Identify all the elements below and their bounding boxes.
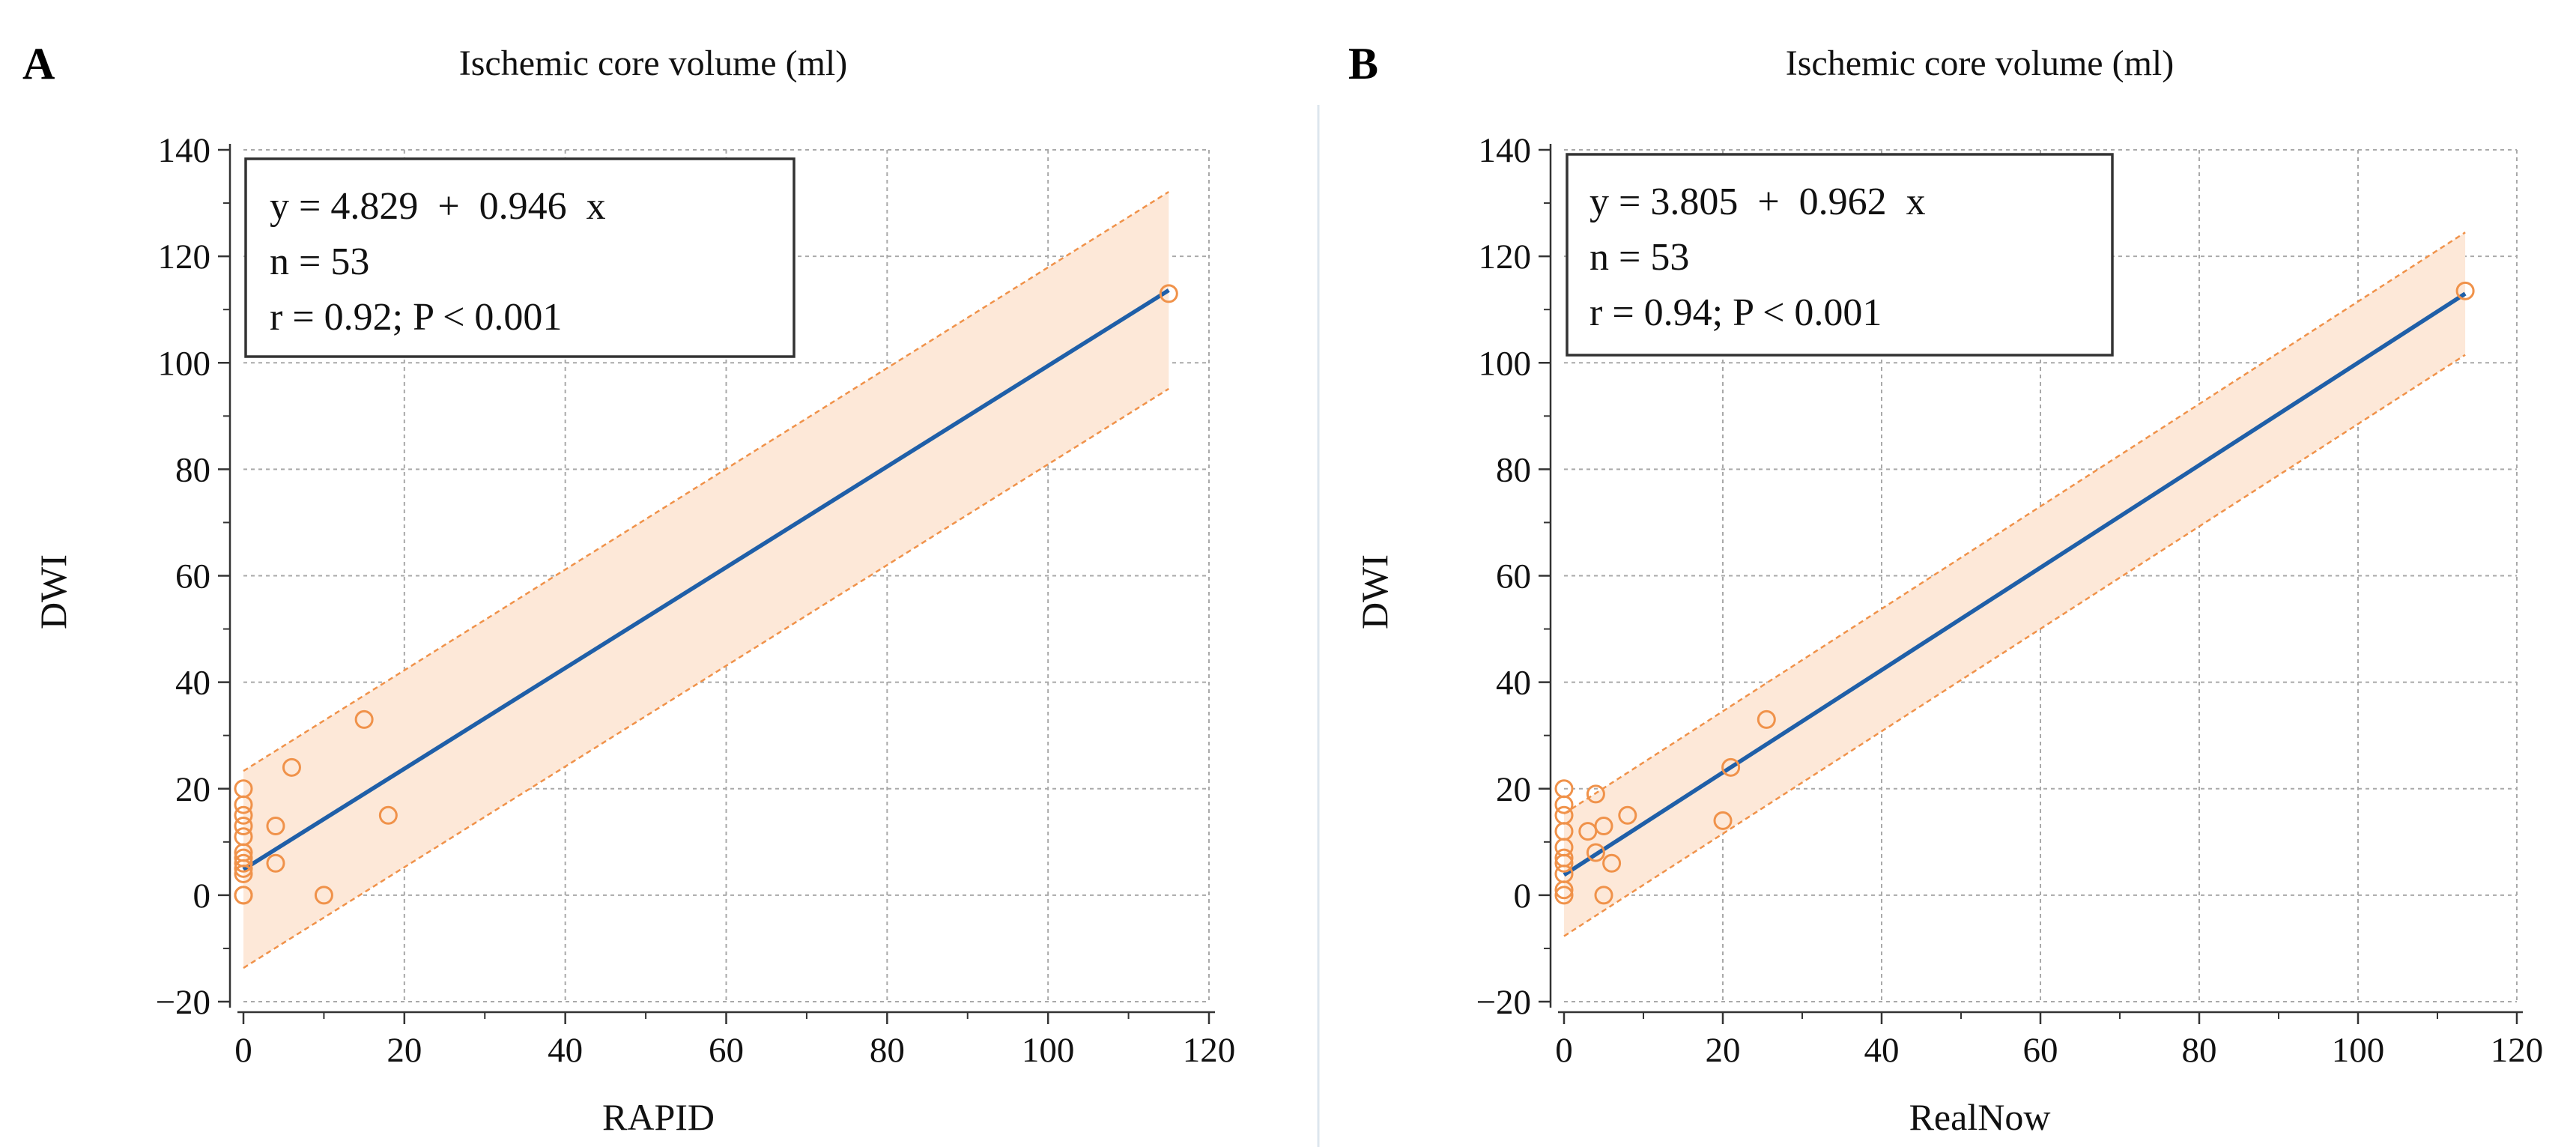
x-tick-label: 60 (2023, 1031, 2058, 1070)
stats-box-frame (1566, 153, 2114, 357)
y-tick-label: 140 (158, 131, 211, 170)
panel-label: A (22, 39, 55, 88)
stats-box: y = 4.829 + 0.946 x n = 53 r = 0.92; P <… (244, 157, 795, 358)
stats-r-p: r = 0.92; P < 0.001 (270, 296, 562, 339)
x-tick-label: 60 (709, 1031, 744, 1070)
data-point (1554, 886, 1574, 905)
panel-label: B (1348, 39, 1378, 88)
panel-b: B Ischemic core volume (ml) −20 0 20 40 60 80… (1348, 39, 2543, 1138)
y-tick-label: −20 (155, 983, 210, 1022)
data-point (1554, 848, 1574, 868)
regression-line (1563, 291, 2467, 877)
data-point (1721, 757, 1741, 777)
data-point (1586, 784, 1605, 804)
data-point (1159, 284, 1178, 303)
data-point (378, 805, 398, 825)
y-tick-label: 120 (158, 237, 211, 276)
y-tick-label: 80 (175, 450, 210, 489)
x-tick-label: 80 (870, 1031, 905, 1070)
x-tick-label: 100 (2332, 1031, 2385, 1070)
data-point (1594, 816, 1613, 835)
stats-equation: y = 3.805 + 0.962 x (1589, 181, 1926, 223)
stats-equation: y = 4.829 + 0.946 x (270, 185, 606, 228)
x-tick-label: 120 (2491, 1031, 2544, 1070)
y-tick-label: 80 (1496, 450, 1531, 489)
regression-line-path (1563, 291, 2467, 877)
data-points (234, 284, 1178, 905)
data-point (1554, 795, 1574, 814)
y-axis-label: DWI (1354, 554, 1395, 629)
y-tick-label: 0 (193, 877, 211, 916)
data-point (1586, 843, 1605, 862)
stats-r-p: r = 0.94; P < 0.001 (1589, 291, 1882, 334)
data-point (266, 816, 285, 835)
y-tick-label: 120 (1479, 237, 1532, 276)
data-point (1757, 709, 1776, 729)
data-point (234, 848, 253, 868)
data-point (266, 853, 285, 873)
y-tick-label: 60 (175, 557, 210, 596)
data-point (1602, 853, 1622, 873)
chart-title: Ischemic core volume (ml) (459, 43, 847, 83)
data-point (1554, 805, 1574, 825)
y-tick-label: 40 (1496, 664, 1531, 703)
data-point (234, 827, 253, 847)
tick-labels: −20 0 20 40 60 80 100 120 140 0 20 40 60 80 100 120 (1476, 131, 2543, 1070)
data-point (1594, 886, 1613, 905)
confidence-band-lower (1563, 354, 2466, 937)
data-point (354, 709, 374, 729)
stats-box: y = 3.805 + 0.962 x n = 53 r = 0.94; P <… (1566, 153, 2114, 357)
x-axis-label: RAPID (602, 1096, 715, 1138)
data-point (234, 805, 253, 825)
data-point (234, 816, 253, 835)
y-tick-label: 140 (1479, 131, 1532, 170)
y-tick-label: 100 (1479, 344, 1532, 383)
y-tick-label: 100 (158, 344, 211, 383)
regression-line (242, 288, 1170, 871)
y-tick-label: 40 (175, 664, 210, 703)
axes (218, 144, 1215, 1024)
x-tick-label: 20 (1706, 1031, 1741, 1070)
y-tick-label: 20 (175, 770, 210, 809)
x-tick-label: 20 (387, 1031, 422, 1070)
stats-n: n = 53 (270, 240, 369, 283)
regression-line-path (242, 288, 1170, 871)
panel-a: A Ischemic core volume (ml) −20 0 20 40 60 80… (22, 39, 1235, 1138)
x-tick-label: 80 (2182, 1031, 2217, 1070)
confidence-band-lower (243, 387, 1169, 969)
stats-n: n = 53 (1589, 236, 1689, 279)
data-point (2455, 281, 2475, 300)
axes (1539, 144, 2523, 1024)
data-point (314, 886, 333, 905)
x-tick-label: 40 (1864, 1031, 1900, 1070)
x-tick-label: 0 (1555, 1031, 1573, 1070)
y-tick-label: 60 (1496, 557, 1531, 596)
data-point (1713, 811, 1733, 830)
confidence-band-upper (1563, 231, 2466, 815)
y-tick-label: 0 (1514, 877, 1532, 916)
data-point (234, 853, 253, 873)
chart-title: Ischemic core volume (ml) (1786, 43, 2174, 83)
x-tick-label: 40 (548, 1031, 583, 1070)
data-point (1554, 779, 1574, 799)
x-tick-label: 0 (234, 1031, 252, 1070)
data-point (1618, 805, 1637, 825)
tick-labels: −20 0 20 40 60 80 100 120 140 0 20 40 60 80 100 120 (155, 131, 1235, 1070)
y-axis-label: DWI (32, 554, 74, 629)
y-tick-label: −20 (1476, 983, 1531, 1022)
stats-box-frame (244, 157, 795, 358)
y-tick-label: 20 (1496, 770, 1531, 809)
data-points (1554, 281, 2475, 905)
grid (1564, 149, 2518, 1002)
confidence-band-upper (243, 190, 1169, 772)
data-point (282, 757, 301, 777)
data-point (234, 886, 253, 905)
data-point (234, 779, 253, 799)
x-tick-label: 100 (1022, 1031, 1075, 1070)
x-axis-label: RealNow (1909, 1096, 2051, 1138)
x-tick-label: 120 (1183, 1031, 1236, 1070)
